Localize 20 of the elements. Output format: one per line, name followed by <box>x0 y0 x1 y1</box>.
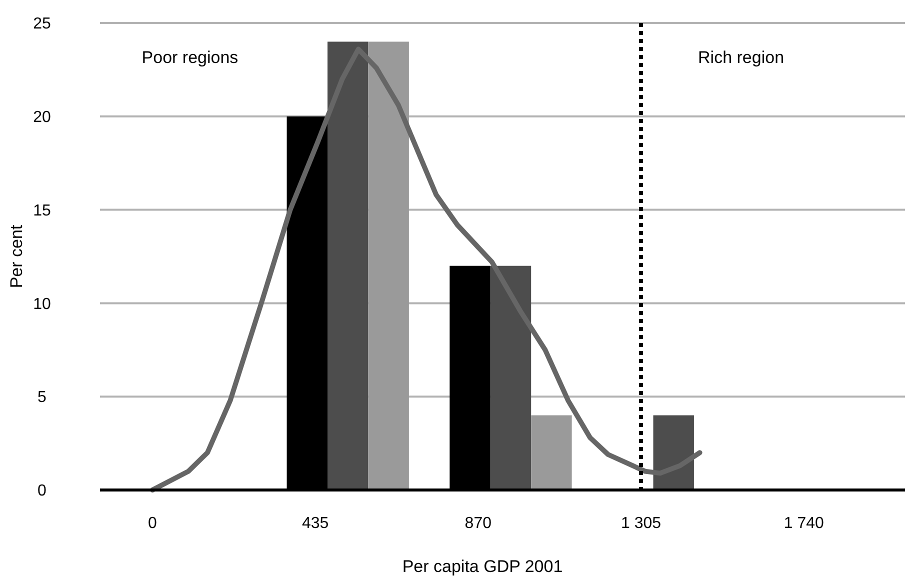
x-tick-label: 1 740 <box>784 515 824 532</box>
x-tick-label: 870 <box>464 515 492 532</box>
annotation: Rich region <box>698 48 784 67</box>
bar <box>328 42 368 490</box>
bar <box>531 415 572 490</box>
x-tick-label: 435 <box>302 515 329 532</box>
annotation: Poor regions <box>142 48 238 67</box>
y-axis-title: Per cent <box>7 224 26 288</box>
x-axis-title: Per capita GDP 2001 <box>402 557 563 576</box>
y-tick-label: 20 <box>33 109 51 126</box>
bar <box>368 42 409 490</box>
y-tick-label: 5 <box>38 389 47 406</box>
bar <box>490 266 532 490</box>
x-tick-label: 1 305 <box>621 515 662 532</box>
y-tick-label: 0 <box>38 482 47 500</box>
y-tick-label: 25 <box>33 16 51 33</box>
y-tick-label: 15 <box>33 202 51 220</box>
bar <box>653 415 694 490</box>
y-tick-label: 10 <box>33 296 51 313</box>
x-tick-label: 0 <box>148 515 157 532</box>
